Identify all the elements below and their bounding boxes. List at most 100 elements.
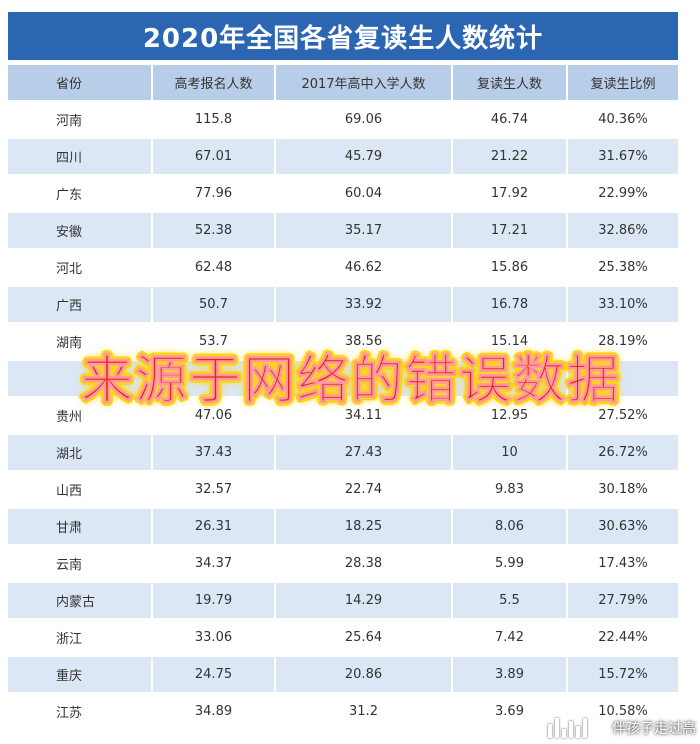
cell-repeater-ratio: 33.10% [568,287,678,322]
table-row: 湖北 37.43 27.43 10 26.72% [8,435,678,470]
cell-applicants: 19.79 [153,583,276,618]
cell-repeater-ratio: 27.52% [568,398,678,433]
cell-repeater-ratio: 25.38% [568,250,678,285]
cell-repeaters: 7.42 [453,620,568,655]
cell-province: 江苏 [8,694,153,729]
cell-repeater-ratio: 30.63% [568,509,678,544]
cell-province: 安徽 [8,213,153,248]
header-repeater-ratio: 复读生比例 [568,65,678,100]
cell-province: 湖南 [8,324,153,359]
cell-repeaters: 8.06 [453,509,568,544]
cell-repeater-ratio: 40.36% [568,102,678,137]
cell-province: 云南 [8,546,153,581]
table-row: 广西 50.7 33.92 16.78 33.10% [8,287,678,322]
cell-repeater-ratio [568,361,678,396]
table-row: 山西 32.57 22.74 9.83 30.18% [8,472,678,507]
cell-repeaters: 46.74 [453,102,568,137]
cell-applicants: 26.31 [153,509,276,544]
cell-repeaters: 9.83 [453,472,568,507]
cell-repeater-ratio: 22.44% [568,620,678,655]
cell-repeater-ratio: 26.72% [568,435,678,470]
cell-repeater-ratio: 32.86% [568,213,678,248]
cell-repeater-ratio: 28.19% [568,324,678,359]
cell-applicants: 67.01 [153,139,276,174]
cell-repeaters: 16.78 [453,287,568,322]
cell-province: 广东 [8,176,153,211]
cell-2017-enrollment: 14.29 [276,583,453,618]
table-row: 河北 62.48 46.62 15.86 25.38% [8,250,678,285]
cell-repeaters: 5.99 [453,546,568,581]
cell-province: 河北 [8,250,153,285]
cell-repeaters: 17.92 [453,176,568,211]
cell-repeater-ratio: 22.99% [568,176,678,211]
cell-2017-enrollment: 35.17 [276,213,453,248]
header-repeaters: 复读生人数 [453,65,568,100]
table-row: 甘肃 26.31 18.25 8.06 30.63% [8,509,678,544]
cell-2017-enrollment: 27.43 [276,435,453,470]
cell-repeater-ratio: 30.18% [568,472,678,507]
cell-province: 浙江 [8,620,153,655]
cell-2017-enrollment: 45.79 [276,139,453,174]
cell-2017-enrollment: 60.04 [276,176,453,211]
cell-2017-enrollment: 22.74 [276,472,453,507]
cell-applicants: 53.7 [153,324,276,359]
cell-applicants: 34.37 [153,546,276,581]
table-row: 广东 77.96 60.04 17.92 22.99% [8,176,678,211]
cell-applicants: 24.75 [153,657,276,692]
cell-applicants: 50.7 [153,287,276,322]
cell-repeaters [453,361,568,396]
table-row: 重庆 24.75 20.86 3.89 15.72% [8,657,678,692]
cell-province: 贵州 [8,398,153,433]
cell-applicants: 47.06 [153,398,276,433]
cell-applicants: 62.48 [153,250,276,285]
cell-repeaters: 15.86 [453,250,568,285]
cell-province: 内蒙古 [8,583,153,618]
header-2017-enrollment: 2017年高中入学人数 [276,65,453,100]
cell-applicants: 52.38 [153,213,276,248]
cell-repeater-ratio: 15.72% [568,657,678,692]
cell-2017-enrollment: 46.62 [276,250,453,285]
cell-applicants: 77.96 [153,176,276,211]
cell-repeaters: 15.14 [453,324,568,359]
cell-repeater-ratio: 17.43% [568,546,678,581]
cell-repeater-ratio: 31.67% [568,139,678,174]
cell-2017-enrollment: 69.06 [276,102,453,137]
watermark: 伴孩子走过高 [548,718,696,738]
cell-repeaters: 10 [453,435,568,470]
cell-province: 甘肃 [8,509,153,544]
cell-repeaters: 17.21 [453,213,568,248]
table-title: 2020年全国各省复读生人数统计 [8,12,678,60]
cell-province: 四川 [8,139,153,174]
table-row: 37. [8,361,678,396]
cell-repeaters: 21.22 [453,139,568,174]
cell-applicants: 37.43 [153,435,276,470]
cell-2017-enrollment: 18.25 [276,509,453,544]
cell-applicants: 115.8 [153,102,276,137]
header-province: 省份 [8,65,153,100]
cell-province: 河南 [8,102,153,137]
cell-repeater-ratio: 27.79% [568,583,678,618]
cell-2017-enrollment: 31.2 [276,694,453,729]
table-row: 云南 34.37 28.38 5.99 17.43% [8,546,678,581]
cell-applicants: 37. [153,361,276,396]
table-row: 湖南 53.7 38.56 15.14 28.19% [8,324,678,359]
cell-2017-enrollment: 38.56 [276,324,453,359]
cell-2017-enrollment: 33.92 [276,287,453,322]
cell-applicants: 32.57 [153,472,276,507]
table-row: 江苏 34.89 31.2 3.69 10.58% [8,694,678,729]
statistics-table: 省份 高考报名人数 2017年高中入学人数 复读生人数 复读生比例 河南 115.… [8,63,678,731]
table-row: 内蒙古 19.79 14.29 5.5 27.79% [8,583,678,618]
cell-province [8,361,153,396]
table-row: 河南 115.8 69.06 46.74 40.36% [8,102,678,137]
header-row: 省份 高考报名人数 2017年高中入学人数 复读生人数 复读生比例 [8,65,678,100]
table-row: 四川 67.01 45.79 21.22 31.67% [8,139,678,174]
cell-applicants: 33.06 [153,620,276,655]
cell-2017-enrollment: 20.86 [276,657,453,692]
cell-2017-enrollment: 25.64 [276,620,453,655]
watermark-text: 伴孩子走过高 [612,721,696,737]
warning-overlay-text: 来源于网络的错误数据 [80,350,621,411]
watermark-logo-icon [548,718,606,738]
cell-repeaters: 3.69 [453,694,568,729]
cell-2017-enrollment [276,361,453,396]
cell-province: 山西 [8,472,153,507]
